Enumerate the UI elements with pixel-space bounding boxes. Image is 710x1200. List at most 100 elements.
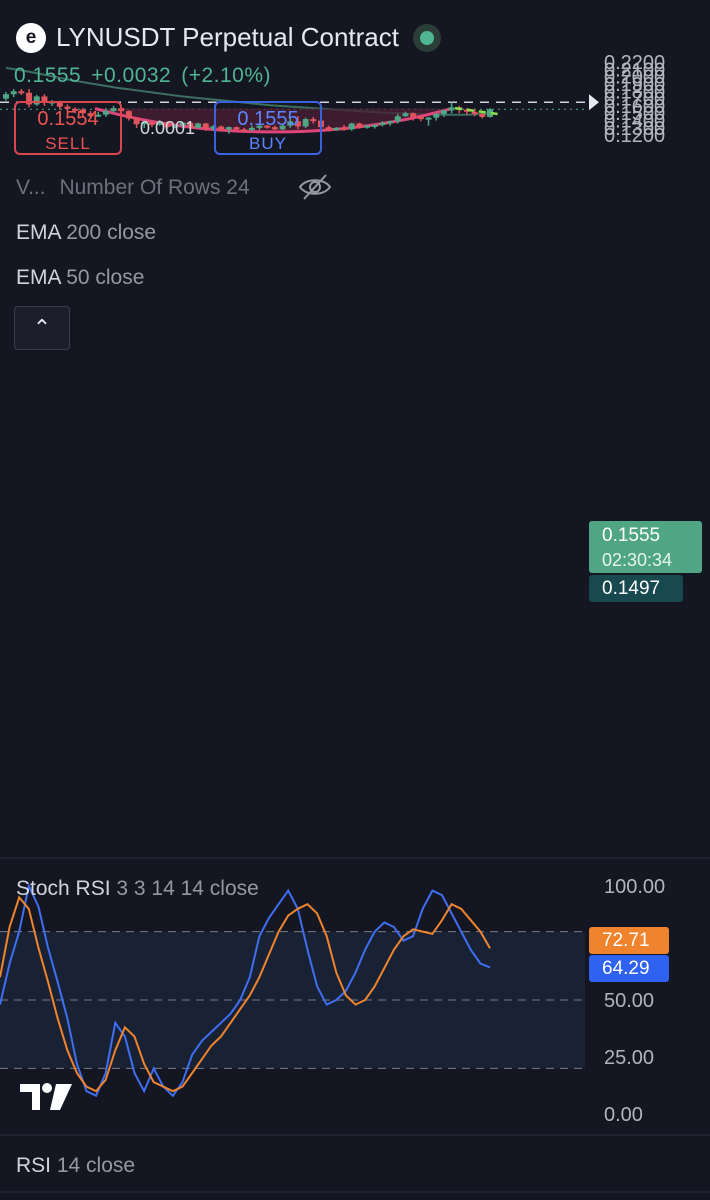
candle-body	[133, 118, 140, 125]
candle-body	[210, 126, 217, 129]
buy-button[interactable]: 0.1555 BUY	[214, 101, 322, 155]
candle-body	[448, 107, 455, 111]
stoch-tick-label: 0.00	[604, 1104, 643, 1126]
spread-value: 0.0001	[140, 118, 196, 138]
price-axis: 0.22000.21000.20000.19000.18000.17000.16…	[604, 52, 665, 147]
stoch-band-fill	[0, 931, 585, 1069]
candle-body	[110, 108, 117, 112]
candle-body	[41, 96, 48, 103]
candle-body	[487, 109, 493, 117]
candle-body	[417, 116, 424, 120]
candle-body	[387, 121, 394, 124]
candle-body	[18, 91, 25, 94]
price-tick-label: 0.1900	[604, 74, 665, 96]
candle-body	[402, 113, 409, 117]
candle-body	[26, 92, 33, 105]
buy-price: 0.1555	[237, 108, 299, 130]
ema200-params: 200 close	[66, 221, 157, 244]
price-tick-label: 0.1600	[604, 96, 665, 118]
price-change: +0.0032	[91, 64, 172, 87]
candle-body	[356, 123, 363, 128]
price-tick-label: 0.2200	[604, 52, 665, 74]
candle-body	[233, 127, 240, 130]
candle-body	[56, 101, 63, 107]
candle-body	[279, 125, 286, 130]
resistance-arrow	[589, 94, 599, 111]
candle-body	[333, 127, 340, 131]
candle-body	[156, 122, 163, 125]
candle-body	[256, 125, 263, 128]
sell-label: SELL	[45, 134, 91, 153]
candle-body	[310, 119, 317, 122]
price-tick-label: 0.1800	[604, 81, 665, 103]
vrvp-legend[interactable]: V... Number Of Rows 24	[16, 176, 250, 200]
eye-slash-icon[interactable]	[298, 172, 332, 202]
ema50-legend[interactable]: EMA 50 close	[16, 266, 144, 290]
ema200-legend[interactable]: EMA 200 close	[16, 221, 156, 245]
stoch-tick-label: 50.00	[604, 990, 654, 1012]
candle-body	[218, 126, 225, 130]
candle-body	[79, 109, 86, 114]
chevron-up-icon: ⌃	[32, 315, 52, 340]
candle-body	[271, 127, 278, 130]
sell-price: 0.1554	[37, 108, 99, 130]
price-tick-label: 0.1500	[604, 103, 665, 125]
stoch-tick-label: 25.00	[604, 1047, 654, 1069]
stoch-tick-label: 100.00	[604, 876, 665, 898]
stoch-series-k	[0, 895, 491, 1093]
sell-button[interactable]: 0.1554 SELL	[14, 101, 122, 155]
ema-price-tag: 0.1497	[589, 575, 683, 602]
candle-body	[33, 96, 40, 105]
stoch-d-tag: 64.29	[589, 955, 669, 982]
candle-body	[3, 94, 9, 99]
symbol-header[interactable]: e LYNUSDT Perpetual Contract	[16, 22, 441, 53]
candle-body	[348, 123, 355, 130]
candle-body	[87, 113, 94, 117]
buy-label: BUY	[249, 134, 287, 153]
stoch-rsi-panel: 100.00 50.00 25.00 0.00	[0, 876, 665, 1126]
price-tick-label: 0.1200	[604, 125, 665, 147]
candle-body	[202, 123, 209, 129]
candle-body	[102, 111, 109, 115]
candle-body	[379, 122, 386, 125]
candle-countdown: 02:30:34	[602, 550, 673, 570]
collapse-legend-button[interactable]: ⌃	[14, 306, 70, 350]
candle-body	[287, 121, 294, 126]
candle-body	[471, 111, 478, 114]
breakout-trendline	[454, 106, 501, 116]
ema50-params: 50 close	[66, 266, 145, 289]
rsi-name: RSI	[16, 1154, 52, 1177]
candle-body	[225, 127, 232, 130]
candle-body	[172, 125, 179, 128]
candle-body	[294, 121, 301, 127]
stoch-rsi-legend[interactable]: Stoch RSI 3 3 14 14 close	[16, 877, 259, 901]
candle-body	[187, 122, 194, 128]
candle-body	[341, 127, 348, 130]
candle-body	[64, 106, 71, 109]
stoch-k-tag: 72.71	[589, 927, 669, 954]
price-tick-label: 0.2000	[604, 67, 665, 89]
tradingview-logo	[20, 1083, 72, 1110]
ema200-name: EMA	[16, 221, 61, 244]
candle-body	[164, 122, 171, 128]
candle-body	[72, 108, 79, 111]
candle-body	[148, 122, 155, 125]
price-tick-label: 0.1300	[604, 118, 665, 140]
candle-body	[302, 119, 309, 127]
vrvp-params: Number Of Rows 24	[59, 176, 250, 199]
last-price-tag-value: 0.1555	[602, 525, 661, 546]
stoch-series-d	[0, 882, 491, 1098]
candle-body	[364, 125, 371, 128]
exchange-logo: e	[16, 22, 46, 53]
candle-body	[141, 122, 148, 125]
symbol-title: LYNUSDT Perpetual Contract	[56, 22, 399, 52]
rsi-legend[interactable]: RSI 14 close	[16, 1154, 135, 1178]
price-tick-label: 0.2100	[604, 59, 665, 81]
ema50-name: EMA	[16, 266, 61, 289]
price-change-line: 0.1555 +0.0032 (+2.10%)	[14, 64, 281, 88]
candle-body	[195, 123, 202, 128]
candle-body	[10, 91, 17, 95]
candle-body	[325, 127, 332, 131]
candle-body	[125, 111, 132, 119]
